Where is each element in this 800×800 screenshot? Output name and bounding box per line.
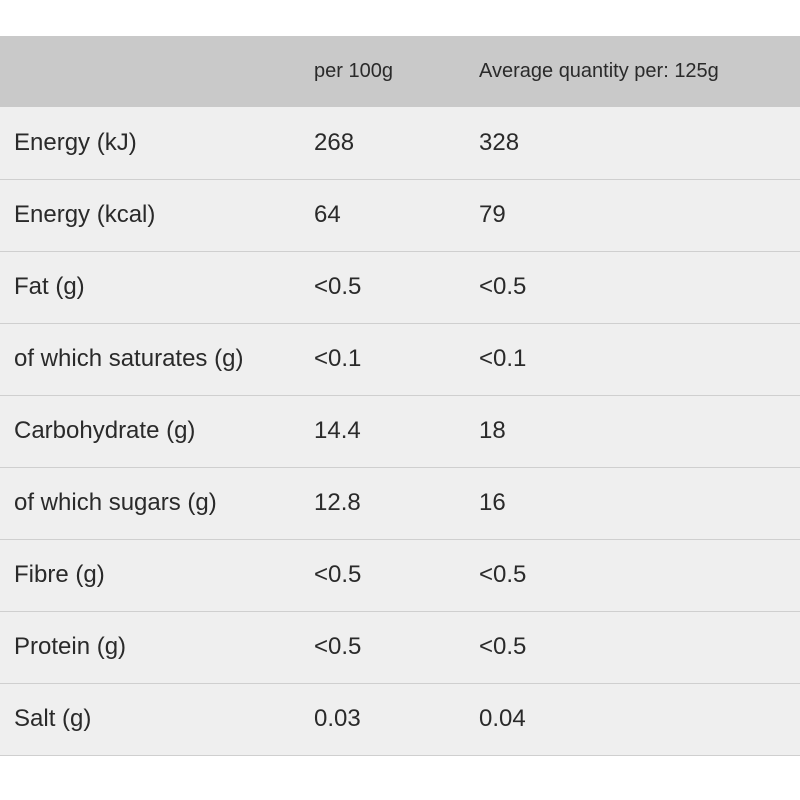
value-per-100g: 0.03 xyxy=(314,705,361,732)
table-row: Fat (g) <0.5 <0.5 xyxy=(0,251,800,323)
value-per-100g: 14.4 xyxy=(314,417,361,444)
value-per-serving: 0.04 xyxy=(479,705,526,732)
value-per-100g: <0.5 xyxy=(314,561,362,588)
table-row: Protein (g) <0.5 <0.5 xyxy=(0,611,800,683)
value-per-serving: <0.5 xyxy=(479,273,527,300)
value-per-serving: <0.1 xyxy=(479,345,527,372)
table-row: of which sugars (g) 12.8 16 xyxy=(0,467,800,539)
header-nutrient xyxy=(0,36,302,107)
nutrition-table-body: Energy (kJ) 268 328 Energy (kcal) 64 79 … xyxy=(0,107,800,755)
value-per-serving: 79 xyxy=(479,201,506,228)
nutrient-name: Energy (kcal) xyxy=(14,201,156,228)
value-per-serving: 18 xyxy=(479,417,506,444)
nutrition-table: per 100g Average quantity per: 125g Ener… xyxy=(0,36,800,756)
table-row: Salt (g) 0.03 0.04 xyxy=(0,683,800,755)
value-per-100g: <0.1 xyxy=(314,345,362,372)
value-per-serving: <0.5 xyxy=(479,633,527,660)
value-per-serving: 328 xyxy=(479,128,520,156)
nutrient-name: Fibre (g) xyxy=(14,561,105,588)
nutrition-table-header: per 100g Average quantity per: 125g xyxy=(0,36,800,107)
nutrient-name: of which saturates (g) xyxy=(14,345,244,372)
value-per-100g: 64 xyxy=(314,201,341,228)
value-per-serving: 16 xyxy=(479,489,506,516)
nutrient-name: of which sugars (g) xyxy=(14,489,217,516)
header-row: per 100g Average quantity per: 125g xyxy=(0,36,800,107)
value-per-100g: 268 xyxy=(314,128,355,156)
nutrient-name: Salt (g) xyxy=(14,705,92,732)
value-per-100g: <0.5 xyxy=(314,273,362,300)
table-row: of which saturates (g) <0.1 <0.1 xyxy=(0,323,800,395)
table-row: Energy (kcal) 64 79 xyxy=(0,179,800,251)
nutrient-name: Protein (g) xyxy=(14,633,127,660)
table-row: Carbohydrate (g) 14.4 18 xyxy=(0,395,800,467)
nutrient-name: Carbohydrate (g) xyxy=(14,417,196,444)
header-per-serving: Average quantity per: 125g xyxy=(479,60,719,82)
table-row: Energy (kJ) 268 328 xyxy=(0,107,800,179)
value-per-100g: <0.5 xyxy=(314,633,362,660)
value-per-100g: 12.8 xyxy=(314,489,361,516)
nutrient-name: Energy (kJ) xyxy=(14,128,137,156)
value-per-serving: <0.5 xyxy=(479,561,527,588)
nutrient-name: Fat (g) xyxy=(14,273,85,300)
header-per-100g: per 100g xyxy=(314,60,393,82)
nutrition-table-container: per 100g Average quantity per: 125g Ener… xyxy=(0,36,800,756)
table-row: Fibre (g) <0.5 <0.5 xyxy=(0,539,800,611)
